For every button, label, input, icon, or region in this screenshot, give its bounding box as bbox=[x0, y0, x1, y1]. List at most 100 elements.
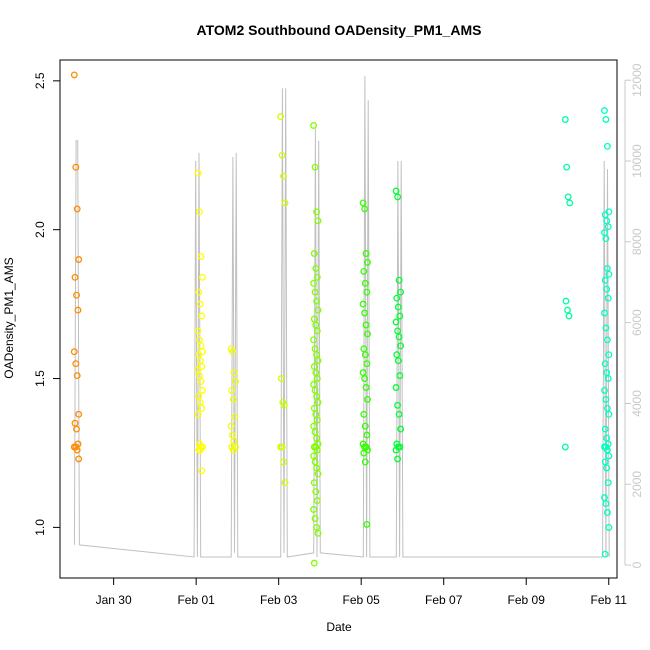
data-point bbox=[602, 395, 610, 403]
data-point bbox=[228, 386, 236, 394]
chart-title: ATOM2 Southbound OADensity_PM1_AMS bbox=[197, 22, 482, 38]
y2-tick-label: 12000 bbox=[630, 63, 644, 97]
data-point bbox=[313, 297, 321, 305]
data-point bbox=[194, 327, 202, 335]
data-point bbox=[71, 273, 79, 281]
data-point bbox=[313, 375, 321, 382]
data-point bbox=[281, 479, 289, 487]
y2-tick-label: 2000 bbox=[630, 471, 644, 498]
y2-tick-label: 0 bbox=[630, 561, 644, 568]
x-tick-label: Jan 30 bbox=[96, 593, 132, 607]
data-point bbox=[604, 479, 612, 487]
y2-tick-label: 6000 bbox=[630, 309, 644, 336]
data-point bbox=[229, 348, 236, 356]
data-point bbox=[314, 529, 322, 537]
data-point bbox=[310, 404, 318, 412]
data-point bbox=[194, 366, 202, 374]
data-point bbox=[601, 211, 609, 219]
data-point bbox=[603, 336, 611, 344]
data-point bbox=[73, 205, 81, 213]
data-point bbox=[197, 378, 205, 385]
data-point bbox=[565, 312, 573, 320]
data-point bbox=[311, 458, 319, 466]
data-point bbox=[70, 348, 78, 356]
data-point bbox=[72, 163, 80, 171]
data-point bbox=[364, 330, 371, 338]
data-point bbox=[70, 71, 78, 79]
data-point bbox=[313, 208, 321, 216]
data-point bbox=[601, 360, 609, 368]
data-point bbox=[196, 336, 203, 344]
data-point bbox=[364, 258, 371, 266]
secondary-y-axis: 0 2000 4000 6000 8000 10000 12000 bbox=[624, 63, 644, 568]
x-axis: Jan 30 Feb 01 Feb 03 Feb 05 Feb 07 Feb 09 Feb … bbox=[96, 578, 627, 607]
data-point bbox=[361, 458, 369, 466]
data-point bbox=[395, 276, 403, 284]
x-axis-label: Date bbox=[326, 620, 352, 634]
data-point bbox=[362, 321, 370, 329]
data-point bbox=[278, 443, 286, 451]
data-point bbox=[361, 279, 369, 287]
data-point bbox=[312, 488, 320, 496]
y-tick-label: 1.0 bbox=[33, 519, 47, 536]
data-point bbox=[230, 369, 238, 377]
data-point bbox=[394, 401, 402, 409]
data-point bbox=[277, 375, 285, 382]
data-point bbox=[310, 452, 318, 460]
data-point bbox=[229, 395, 237, 403]
data-point bbox=[561, 116, 569, 123]
data-point bbox=[603, 404, 611, 412]
data-point bbox=[314, 357, 322, 365]
data-point bbox=[310, 506, 318, 513]
data-point bbox=[561, 443, 569, 451]
data-point bbox=[198, 404, 206, 412]
data-point bbox=[197, 253, 205, 260]
data-point bbox=[362, 250, 370, 257]
data-point bbox=[199, 386, 206, 394]
data-point bbox=[74, 306, 82, 314]
y2-tick-label: 4000 bbox=[630, 390, 644, 417]
data-point bbox=[199, 273, 206, 281]
data-point bbox=[393, 294, 401, 302]
data-point bbox=[198, 467, 206, 475]
data-point bbox=[564, 193, 572, 201]
data-point bbox=[311, 515, 319, 522]
data-point bbox=[313, 416, 321, 424]
y-tick-label: 2.5 bbox=[33, 72, 47, 89]
data-point bbox=[75, 410, 83, 418]
y2-tick-label: 10000 bbox=[630, 144, 644, 178]
data-point bbox=[310, 363, 318, 371]
data-point bbox=[73, 291, 80, 299]
data-point bbox=[195, 392, 203, 400]
data-point bbox=[394, 193, 402, 201]
data-point bbox=[196, 446, 204, 454]
data-point bbox=[360, 267, 368, 275]
data-point bbox=[311, 428, 319, 436]
data-point bbox=[73, 446, 81, 454]
data-point bbox=[311, 386, 319, 394]
data-points bbox=[70, 71, 613, 567]
data-point bbox=[602, 500, 610, 508]
data-point bbox=[605, 410, 613, 418]
data-point bbox=[363, 431, 371, 439]
data-point bbox=[363, 288, 371, 296]
x-tick-label: Feb 05 bbox=[343, 593, 381, 607]
data-point bbox=[601, 386, 608, 394]
data-point bbox=[601, 550, 609, 558]
data-point bbox=[397, 288, 405, 296]
data-point bbox=[314, 470, 322, 478]
data-point bbox=[310, 122, 318, 129]
data-point bbox=[196, 208, 203, 216]
data-point bbox=[603, 509, 611, 516]
data-point bbox=[313, 273, 321, 281]
data-point bbox=[396, 312, 404, 320]
data-point bbox=[229, 431, 236, 439]
data-point bbox=[313, 392, 321, 400]
x-tick-label: Feb 03 bbox=[260, 593, 298, 607]
data-point bbox=[603, 142, 611, 150]
data-point bbox=[73, 372, 81, 380]
data-point bbox=[362, 384, 370, 391]
data-point bbox=[394, 455, 402, 463]
data-point bbox=[364, 395, 371, 403]
